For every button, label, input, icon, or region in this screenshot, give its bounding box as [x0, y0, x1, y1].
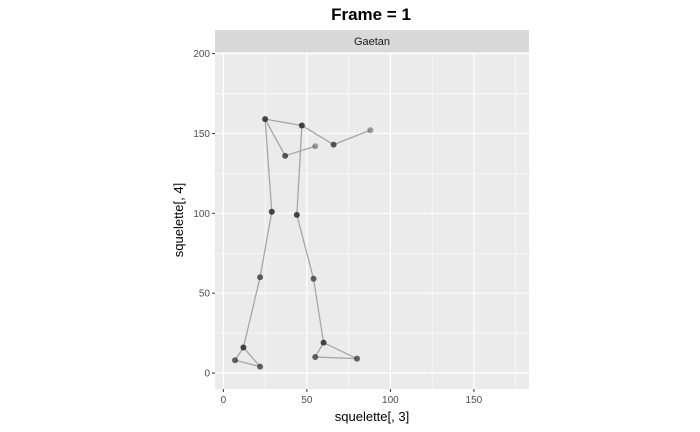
- major-gridlines: [215, 52, 529, 389]
- joint-point-right-hip: [293, 211, 300, 218]
- y-tick-label: 50: [199, 289, 211, 300]
- x-axis-title: squelette[, 3]: [335, 409, 409, 424]
- joint-point-left-knee: [257, 274, 264, 281]
- y-tick-label: 150: [193, 129, 210, 140]
- joint-point-head-right: [298, 122, 305, 129]
- joint-point-right-elbow: [330, 141, 337, 148]
- joint-point-head-left: [262, 116, 269, 123]
- y-tick-label: 0: [204, 369, 210, 380]
- minor-gridlines: [215, 52, 529, 389]
- y-tick-label: 200: [193, 49, 210, 60]
- joint-point-left-toe: [257, 363, 264, 370]
- skeleton-segment: [264, 118, 286, 157]
- joint-point-left-hand: [312, 143, 319, 150]
- plot-panel: [215, 52, 529, 389]
- y-axis-title: squelette[, 4]: [171, 183, 186, 257]
- skeleton-segment: [296, 125, 303, 215]
- skeleton-segment: [234, 359, 261, 368]
- x-tick-label: 50: [301, 395, 313, 406]
- x-axis-ticks: 0 50 100 150: [221, 389, 483, 406]
- skeleton-segment: [312, 278, 325, 343]
- joint-point-left-ankle: [240, 344, 247, 351]
- skeleton-segment: [315, 356, 357, 360]
- skeleton-segment: [259, 211, 273, 278]
- joint-point-right-hand: [367, 127, 374, 134]
- joint-point-right-knee: [310, 275, 317, 282]
- skeleton-segment: [242, 347, 261, 368]
- skeleton-segment: [333, 129, 371, 146]
- joint-point-left-elbow: [282, 152, 289, 159]
- x-tick-label: 100: [382, 395, 399, 406]
- x-tick-label: 0: [221, 395, 227, 406]
- skeleton-segment: [264, 118, 302, 127]
- y-axis-ticks: 0 50 100 150 200: [193, 49, 215, 380]
- joint-point-left-hip: [268, 208, 275, 215]
- joint-point-right-toe: [353, 355, 360, 362]
- joint-point-left-heel: [232, 357, 239, 364]
- skeleton-segment: [323, 342, 358, 360]
- x-tick-label: 150: [466, 395, 483, 406]
- skeleton-segment: [264, 119, 273, 212]
- facet-label: Gaetan: [354, 36, 390, 48]
- skeleton-segment: [301, 124, 334, 146]
- skeleton-points: [232, 116, 374, 370]
- y-tick-label: 100: [193, 209, 210, 220]
- skeleton-segment: [242, 277, 261, 348]
- facet-strip: [215, 30, 529, 52]
- joint-point-right-ankle: [320, 339, 327, 346]
- joint-point-right-heel: [312, 354, 319, 361]
- skeleton-segment: [296, 214, 315, 279]
- chart-title: Frame = 1: [331, 5, 411, 24]
